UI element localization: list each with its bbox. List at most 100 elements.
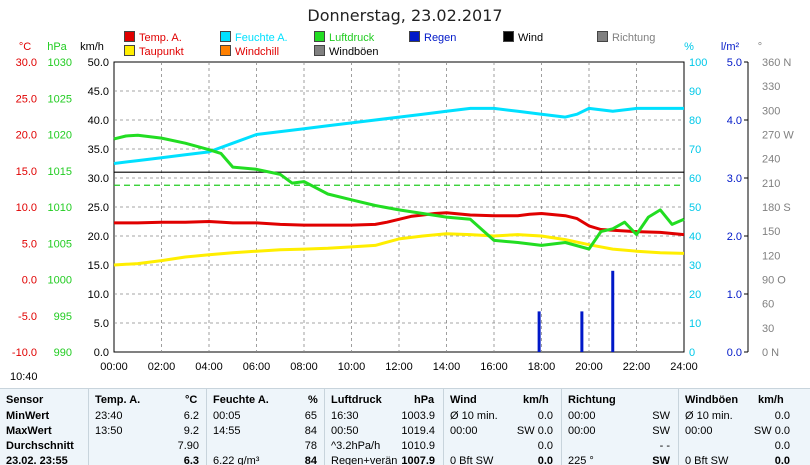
legend-label: Feuchte A. <box>235 32 288 44</box>
stats-header-gust-unit: km/h <box>758 394 784 406</box>
stats-cell-wind-val: SW 0.0 <box>516 425 553 437</box>
wind-axis-tick: 25.0 <box>88 202 109 214</box>
stats-cell-press-time: 16:30 <box>331 410 359 422</box>
x-axis-tick: 20:00 <box>575 361 603 373</box>
stats-header-pressure: Luftdruck <box>331 394 382 406</box>
stats-cell-wind-val: 0.0 <box>537 410 553 422</box>
stats-cell-dir-val: - - <box>659 440 670 452</box>
legend-label: Luftdruck <box>329 32 375 44</box>
stats-cell-dir-val: SW <box>652 455 670 465</box>
x-axis-tick: 24:00 <box>670 361 698 373</box>
legend-swatch <box>220 31 231 42</box>
legend-item: Windchill <box>220 45 279 58</box>
legend-swatch <box>597 31 608 42</box>
x-axis-tick: 08:00 <box>290 361 318 373</box>
wind-axis-tick: 10.0 <box>88 289 109 301</box>
legend-item: Temp. A. <box>124 31 182 44</box>
direction-axis-tick: 180 S <box>762 202 791 214</box>
pressure-axis-tick: 995 <box>54 311 72 323</box>
x-axis-tick: 02:00 <box>148 361 176 373</box>
stats-header-wind-unit: km/h <box>523 394 549 406</box>
series-line <box>113 133 685 251</box>
direction-axis-tick: 210 <box>762 178 780 190</box>
stats-cell-wind-time: 00:00 <box>450 425 478 437</box>
stats-cell-label: MinWert <box>6 410 50 422</box>
stats-cell-hum-val: 84 <box>304 455 317 465</box>
x-axis-tick: 00:00 <box>100 361 128 373</box>
stats-cell-press-time: ^3.2hPa/h <box>331 440 381 452</box>
stats-header-direction: Richtung <box>568 394 616 406</box>
stats-cell-gust-val: 0.0 <box>774 455 790 465</box>
pressure-axis-tick: 1000 <box>48 275 72 287</box>
stats-cell-dir-val: SW <box>652 425 670 437</box>
temp-axis-tick: 5.0 <box>22 238 37 250</box>
pressure-axis-tick: 1025 <box>48 93 72 105</box>
direction-axis-tick: 90 O <box>762 275 786 287</box>
humidity-axis-tick: 10 <box>689 318 701 330</box>
legend-label: Windchill <box>235 46 280 58</box>
stats-cell-dir-time: 225 ° <box>568 455 594 465</box>
humidity-axis-tick: 20 <box>689 289 701 301</box>
legend: Temp. A. Feuchte A. Luftdruck Regen Wind Rich… <box>0 0 810 60</box>
temp-axis-tick: 20.0 <box>16 130 37 142</box>
wind-axis-tick: 0.0 <box>94 347 109 359</box>
legend-label: Richtung <box>612 32 656 44</box>
stats-header-wind: Wind <box>450 394 477 406</box>
rain-bar <box>611 270 615 352</box>
stats-cell-hum-val: 84 <box>304 425 317 437</box>
stats-cell-press-val: 1003.9 <box>401 410 435 422</box>
x-axis-tick: 22:00 <box>623 361 651 373</box>
humidity-axis-tick: 30 <box>689 260 701 272</box>
humidity-axis-tick: 80 <box>689 115 701 127</box>
direction-axis-tick: 0 N <box>762 347 779 359</box>
wind-axis-unit: km/h <box>80 41 104 53</box>
stats-cell-hum-time: 00:05 <box>213 410 241 422</box>
direction-axis-tick: 120 <box>762 250 780 262</box>
temp-axis-tick: 10.0 <box>16 202 37 214</box>
direction-axis-tick: 330 <box>762 81 780 93</box>
pressure-axis-tick: 1010 <box>48 202 72 214</box>
stats-header-sensor: Sensor <box>6 394 44 406</box>
stats-cell-dir-time: 00:00 <box>568 410 596 422</box>
stats-cell-gust-time: Ø 10 min. <box>685 410 733 422</box>
humidity-axis-tick: 0 <box>689 347 695 359</box>
legend-swatch <box>124 45 135 56</box>
stats-cell-wind-val: 0.0 <box>537 440 553 452</box>
rain-axis-unit: l/m² <box>721 41 740 53</box>
stats-cell-press-val: 1019.4 <box>401 425 435 437</box>
wind-axis-tick: 20.0 <box>88 231 109 243</box>
direction-axis-tick: 60 <box>762 299 774 311</box>
legend-label: Windböen <box>329 46 379 58</box>
stats-cell-temp-time: 13:50 <box>95 425 123 437</box>
x-axis-tick: 06:00 <box>243 361 271 373</box>
stats-header-gust: Windböen <box>685 394 739 406</box>
stats-cell-label: MaxWert <box>6 425 52 437</box>
pressure-axis-tick: 990 <box>54 347 72 359</box>
x-axis-tick: 12:00 <box>385 361 413 373</box>
legend-swatch <box>314 45 325 56</box>
pressure-axis-unit: hPa <box>47 41 67 53</box>
stats-cell-wind-time: 0 Bft SW <box>450 455 494 465</box>
stats-cell-hum-val: 65 <box>304 410 317 422</box>
chart-title: Donnerstag, 23.02.2017 <box>307 6 503 25</box>
legend-swatch <box>314 31 325 42</box>
pressure-axis-tick: 1020 <box>48 130 72 142</box>
humidity-axis-tick: 100 <box>689 57 707 69</box>
wind-axis-tick: 35.0 <box>88 144 109 156</box>
stats-cell-hum-time: 14:55 <box>213 425 241 437</box>
pressure-axis-tick: 1030 <box>48 57 72 69</box>
wind-axis-tick: 40.0 <box>88 115 109 127</box>
stats-cell-temp-time: 23:40 <box>95 410 123 422</box>
stats-cell-gust-val: 0.0 <box>774 410 790 422</box>
legend-label: Wind <box>518 32 544 44</box>
rain-bar <box>537 311 541 352</box>
stats-cell-press-time: 00:50 <box>331 425 359 437</box>
stats-cell-wind-val: 0.0 <box>537 455 553 465</box>
stats-cell-dir-val: SW <box>652 410 670 422</box>
wind-axis-tick: 5.0 <box>94 318 109 330</box>
rain-bar <box>580 311 584 352</box>
legend-swatch <box>503 31 514 42</box>
stats-cell-press-val: 1010.9 <box>401 440 435 452</box>
legend-item: Luftdruck <box>314 31 374 44</box>
pressure-axis-tick: 1015 <box>48 166 72 178</box>
